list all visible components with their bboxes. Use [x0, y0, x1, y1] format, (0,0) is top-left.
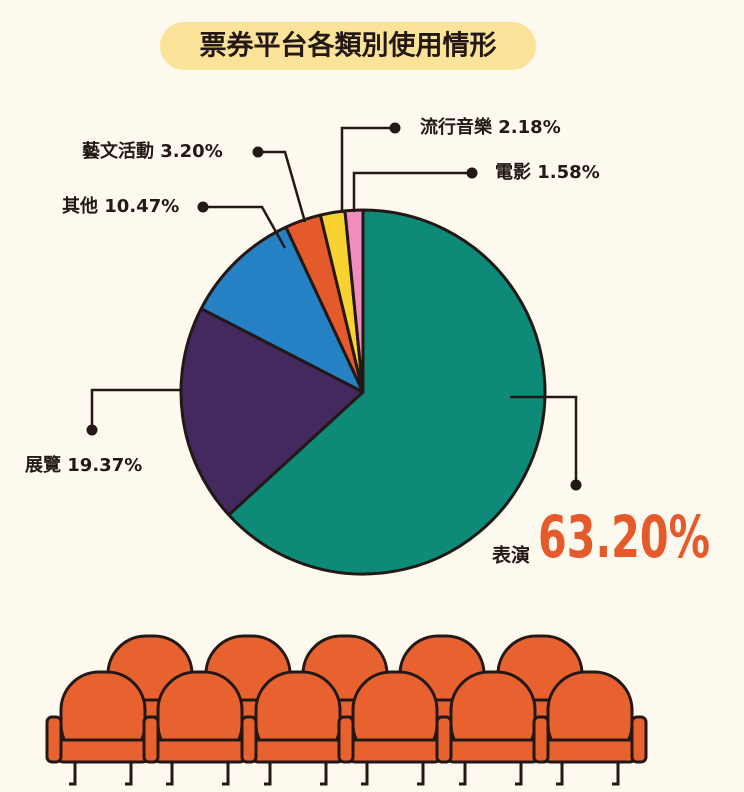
seat-leg — [69, 762, 77, 786]
leader-line — [90, 388, 180, 430]
data-label: 其他 10.47% — [62, 195, 179, 217]
seat-cushion — [445, 738, 541, 764]
category-label: 流行音樂 — [420, 116, 493, 138]
title-pill — [160, 22, 536, 70]
seat-leg — [320, 762, 328, 786]
data-label: 藝文活動 3.20% — [82, 140, 223, 162]
seat-leg — [166, 762, 174, 786]
data-label: 電影 1.58% — [495, 162, 600, 183]
pie-slice — [179, 307, 365, 517]
seat-leg — [264, 762, 272, 786]
seat-cushion — [55, 738, 151, 764]
arm-left — [142, 715, 160, 764]
leader-dot — [252, 146, 264, 158]
category-label: 展覽 — [25, 454, 61, 476]
value-label: 63.20% — [538, 503, 710, 571]
chart-title: 票券平台各類別使用情形 — [200, 30, 497, 62]
seat-cushion — [542, 738, 638, 764]
pie-slice — [199, 225, 365, 394]
seat-leg — [459, 762, 467, 786]
seat-cushion — [152, 738, 248, 764]
seat-leg — [515, 762, 523, 786]
leader-line — [258, 150, 307, 223]
category-label: 電影 — [495, 162, 531, 183]
value-label: 1.58% — [537, 162, 599, 183]
seat-leg — [222, 762, 230, 786]
seat-leg — [361, 762, 369, 786]
leader-dot — [570, 479, 582, 491]
leader-dot — [197, 201, 209, 213]
arm-left — [45, 715, 63, 764]
arm-left — [337, 715, 355, 764]
seat-cushion — [250, 738, 346, 764]
value-label: 19.37% — [67, 455, 142, 476]
seat-leg — [612, 762, 620, 786]
category-label: 表演 — [492, 544, 530, 567]
leader-line — [352, 171, 472, 212]
leader-dot — [389, 122, 401, 134]
seat-leg — [125, 762, 133, 786]
arm-left — [240, 715, 258, 764]
leader-dot — [86, 424, 98, 436]
category-label: 其他 — [62, 195, 98, 217]
value-label: 2.18% — [498, 117, 560, 138]
value-label: 3.20% — [160, 141, 222, 162]
arm-left — [532, 715, 550, 764]
arm-right — [630, 715, 648, 764]
category-label: 藝文活動 — [82, 140, 154, 162]
leader-line — [510, 395, 578, 485]
seat-leg — [417, 762, 425, 786]
leader-dot — [466, 167, 478, 179]
leader-line — [203, 205, 287, 249]
pie-slice — [227, 208, 547, 576]
seat-cushion — [347, 738, 443, 764]
leader-line — [340, 126, 395, 213]
arm-left — [435, 715, 453, 764]
seats — [45, 634, 648, 786]
value-label: 10.47% — [104, 196, 179, 217]
data-label: 展覽 19.37% — [25, 454, 142, 476]
seat-leg — [556, 762, 564, 786]
data-label: 流行音樂 2.18% — [420, 116, 561, 138]
